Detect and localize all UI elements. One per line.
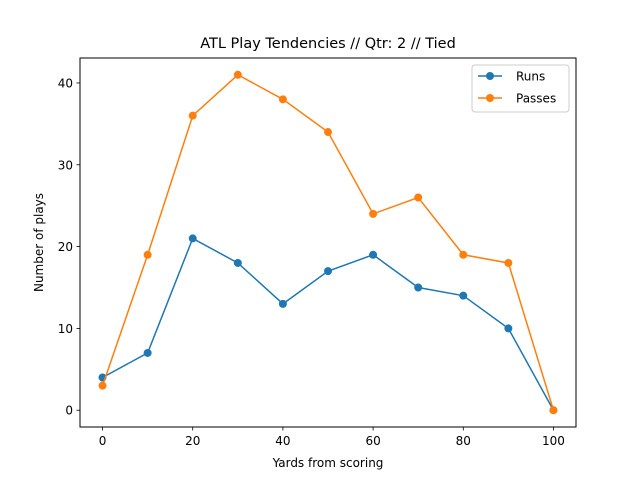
x-tick-label: 80 (456, 434, 471, 448)
data-point-passes (369, 209, 378, 218)
data-point-passes (143, 250, 152, 259)
data-point-passes (278, 95, 287, 104)
legend-label-passes: Passes (516, 92, 556, 106)
legend-marker-passes (486, 94, 494, 102)
data-point-passes (98, 381, 107, 390)
y-tick-label: 20 (58, 240, 73, 254)
data-point-runs (504, 324, 513, 333)
data-point-runs (369, 250, 378, 259)
data-point-passes (414, 193, 423, 202)
x-tick-label: 20 (185, 434, 200, 448)
x-tick-label: 60 (365, 434, 380, 448)
y-tick-label: 30 (58, 158, 73, 172)
plot-frame (79, 57, 577, 428)
data-point-runs (233, 258, 242, 267)
chart-title: ATL Play Tendencies // Qtr: 2 // Tied (200, 36, 456, 52)
x-tick-label: 0 (99, 434, 107, 448)
y-axis: 0 10 20 30 40 (58, 76, 80, 418)
data-point-runs (278, 299, 287, 308)
x-axis-label: Yards from scoring (272, 456, 384, 470)
legend-label-runs: Runs (516, 70, 545, 84)
data-point-runs (324, 267, 332, 276)
data-point-passes (459, 250, 468, 259)
series-line-runs (102, 237, 555, 411)
data-point-runs (414, 283, 423, 292)
plot-series (98, 70, 558, 415)
data-point-passes (324, 128, 332, 137)
legend-marker-runs (486, 72, 494, 80)
x-tick-label: 100 (542, 434, 565, 448)
series-line-passes (101, 73, 555, 411)
y-axis-label: Number of plays (32, 193, 46, 292)
y-tick-label: 0 (65, 404, 73, 418)
data-point-runs (188, 234, 197, 243)
data-point-runs (459, 291, 468, 300)
x-axis: 0 20 40 60 80 100 (99, 427, 565, 448)
legend: Runs Passes (471, 64, 570, 113)
data-point-passes (504, 258, 513, 267)
y-tick-label: 40 (58, 76, 73, 90)
data-point-passes (188, 111, 197, 120)
data-point-passes (549, 406, 558, 415)
data-point-runs (143, 348, 152, 357)
y-tick-label: 10 (58, 322, 73, 336)
data-point-passes (233, 70, 242, 79)
x-tick-label: 40 (275, 434, 290, 448)
